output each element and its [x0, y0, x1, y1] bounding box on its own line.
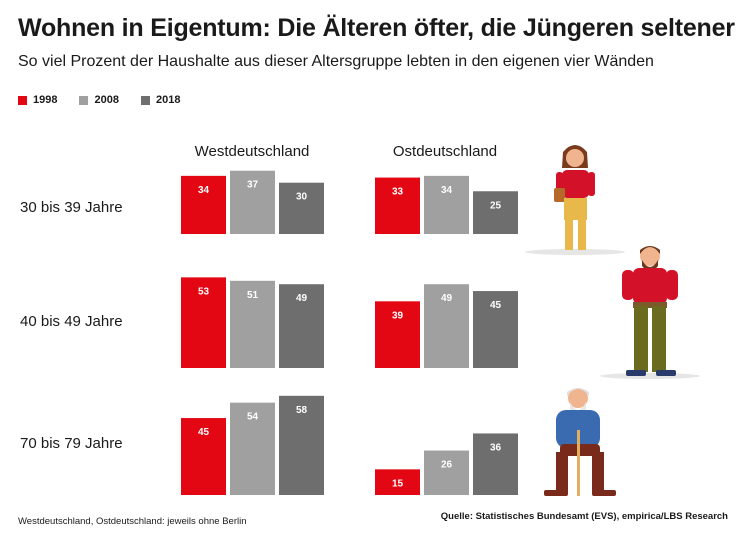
bar-label-ost-2018-1: 45 — [490, 300, 502, 311]
legend-label-2018: 2018 — [155, 94, 181, 106]
bar-label-ost-1998-0: 33 — [392, 187, 404, 198]
bar-west-2018-1 — [279, 284, 324, 368]
bar-west-2008-2 — [230, 402, 275, 495]
bar-ost-2008-2 — [424, 450, 469, 495]
bar-label-west-1998-0: 34 — [198, 185, 210, 196]
chart-subtitle: So viel Prozent der Haushalte aus dieser… — [18, 53, 654, 70]
bar-label-west-1998-2: 45 — [198, 427, 210, 438]
bar-west-2018-2 — [279, 395, 324, 495]
bar-label-west-1998-1: 53 — [198, 286, 210, 297]
footnote: Westdeutschland, Ostdeutschland: jeweils… — [18, 516, 247, 527]
legend-item-2018: 2018 — [140, 94, 181, 106]
bar-label-west-2018-0: 30 — [296, 192, 308, 203]
bar-label-west-2008-1: 51 — [247, 290, 259, 301]
bar-west-1998-0 — [181, 175, 226, 234]
bar-ost-2008-0 — [424, 175, 469, 234]
legend-swatch-2008 — [79, 95, 89, 105]
bar-label-ost-2018-2: 36 — [490, 442, 502, 453]
row-label-30-39: 30 bis 39 Jahre — [20, 199, 123, 216]
bar-west-2018-0 — [279, 182, 324, 234]
bar-ost-1998-0 — [375, 177, 420, 234]
bar-label-ost-1998-2: 15 — [392, 478, 404, 489]
bar-label-ost-1998-1: 39 — [392, 310, 404, 321]
legend-label-2008: 2008 — [94, 94, 119, 106]
bars-group: 34 53 45 33 39 15 37 51 54 34 49 26 30 49 58 25 45 36 — [181, 170, 518, 495]
bar-ost-2018-0 — [473, 191, 518, 234]
bar-west-1998-2 — [181, 418, 226, 495]
legend-item-2008: 2008 — [79, 94, 119, 106]
row-label-70-79: 70 bis 79 Jahre — [20, 435, 123, 452]
bar-ost-1998-1 — [375, 301, 420, 368]
bar-ost-1998-2 — [375, 469, 420, 495]
bar-label-west-2018-2: 58 — [296, 405, 308, 416]
bar-label-ost-2018-0: 25 — [490, 200, 502, 211]
woman-illustration — [525, 145, 625, 255]
bar-label-ost-2008-0: 34 — [441, 185, 453, 196]
chart-title: Wohnen in Eigentum: Die Älteren öfter, d… — [18, 14, 735, 42]
panel-title-west: Westdeutschland — [195, 143, 310, 160]
man-illustration — [600, 246, 700, 379]
row-label-40-49: 40 bis 49 Jahre — [20, 313, 123, 330]
legend-swatch-1998 — [18, 95, 27, 105]
bar-ost-2018-1 — [473, 291, 518, 368]
elderly-man-illustration — [544, 388, 616, 496]
legend-swatch-2018 — [140, 95, 150, 105]
bar-west-2008-0 — [230, 170, 275, 234]
bar-west-1998-1 — [181, 277, 226, 368]
bar-ost-2008-1 — [424, 284, 469, 368]
legend-item-1998: 1998 — [18, 94, 57, 106]
bar-label-ost-2008-1: 49 — [441, 293, 453, 304]
panel-title-ost: Ostdeutschland — [393, 143, 497, 160]
legend-label-1998: 1998 — [33, 94, 58, 106]
bar-label-west-2008-2: 54 — [247, 412, 259, 423]
bar-label-ost-2008-2: 26 — [441, 460, 453, 471]
legend: 1998 2008 2018 — [18, 94, 180, 106]
bar-label-west-2018-1: 49 — [296, 293, 308, 304]
bar-ost-2018-2 — [473, 433, 518, 495]
source-note: Quelle: Statistisches Bundesamt (EVS), e… — [440, 511, 728, 522]
bar-label-west-2008-0: 37 — [247, 180, 259, 191]
bar-west-2008-1 — [230, 280, 275, 368]
